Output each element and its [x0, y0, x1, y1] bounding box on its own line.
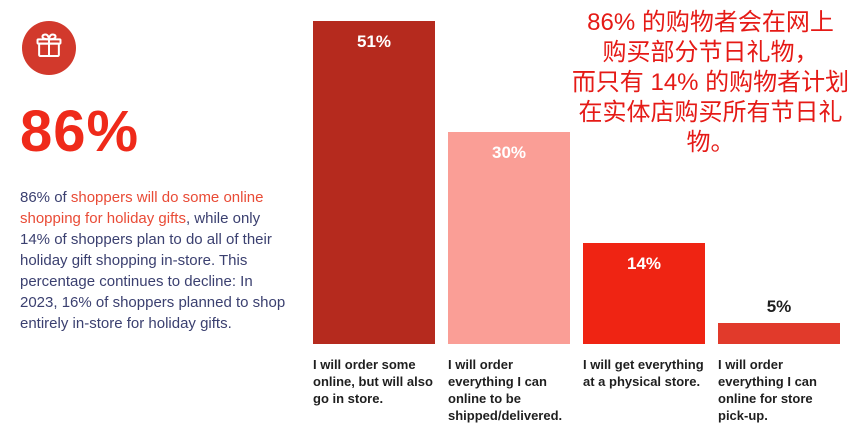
bar-value-label: 51% — [356, 32, 392, 51]
paragraph-highlight: shoppers will do some online shopping fo… — [20, 189, 264, 227]
gift-icon — [33, 30, 65, 67]
annotation-line: 在实体店购买所有节日礼物。 — [578, 99, 843, 156]
paragraph-part1: 86% of — [20, 189, 71, 206]
stat-panel: 86% 86% of shoppers will do some online … — [20, 21, 288, 334]
bar-some-online: 51% — [313, 21, 435, 344]
bar-online-store-pickup — [718, 323, 840, 344]
annotation-line: 而只有 14% 的购物者计划 — [571, 69, 850, 96]
bar-area-3: 14% — [583, 0, 705, 344]
bar-area-4: 5% — [718, 0, 840, 344]
bar-value-label: 14% — [626, 254, 662, 273]
bar-column-2: 30% I will order everything I can online… — [448, 0, 570, 424]
bar-chart: 51% I will order some online, but will a… — [313, 0, 840, 424]
chinese-annotation: 86% 的购物者会在网上 购买部分节日礼物， 而只有 14% 的购物者计划 在实… — [556, 8, 865, 158]
stat-paragraph: 86% of shoppers will do some online shop… — [20, 187, 286, 334]
bar-physical-store: 14% — [583, 243, 705, 344]
paragraph-part2: , while only 14% of shoppers plan to do … — [20, 210, 286, 332]
bar-area-2: 30% — [448, 0, 570, 344]
bar-category-label: I will order everything I can online for… — [718, 357, 817, 423]
annotation-line: 86% 的购物者会在网上 — [587, 9, 834, 36]
gift-icon-circle — [22, 21, 76, 75]
bar-category-label: I will order everything I can online to … — [448, 357, 563, 423]
big-stat-86: 86% — [20, 99, 140, 164]
annotation-line: 购买部分节日礼物， — [602, 39, 819, 66]
bar-category-label: I will get everything at a physical stor… — [583, 357, 704, 389]
bar-everything-online-shipped: 30% — [448, 132, 570, 344]
bar-area-1: 51% — [313, 0, 435, 344]
bar-value-label: 30% — [491, 143, 527, 162]
bar-category-label: I will order some online, but will also … — [313, 357, 433, 406]
bar-column-1: 51% I will order some online, but will a… — [313, 0, 435, 424]
bar-column-3: 14% I will get everything at a physical … — [583, 0, 705, 424]
bar-value-label: 5% — [766, 297, 792, 316]
bar-column-4: 5% I will order everything I can online … — [718, 0, 840, 424]
